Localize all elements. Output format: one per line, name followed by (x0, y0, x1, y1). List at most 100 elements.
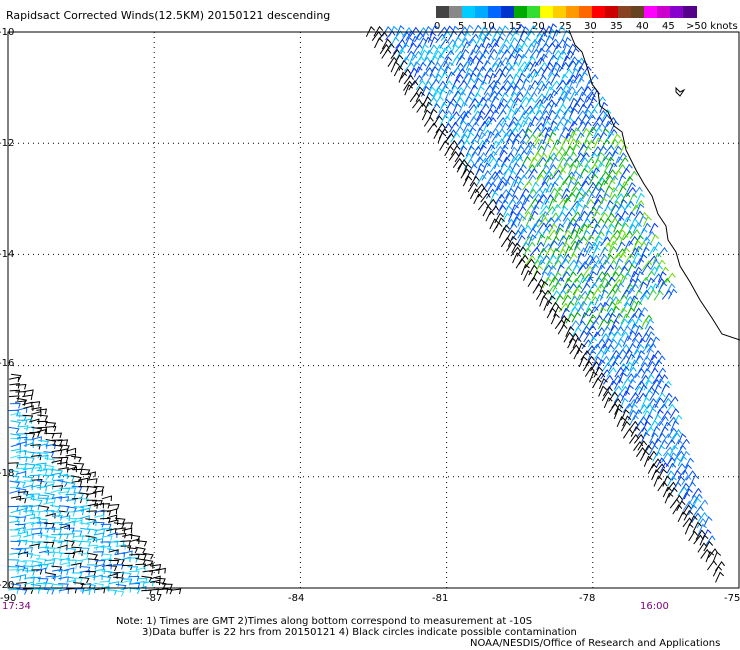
wind-barb (601, 242, 612, 253)
wind-barb (544, 194, 555, 205)
wind-barb (535, 116, 546, 127)
wind-barb (23, 480, 35, 487)
wind-barb (78, 553, 89, 559)
wind-barb (532, 283, 543, 294)
wind-barb (556, 103, 567, 114)
colorbar-swatch (579, 6, 593, 18)
wind-barb (505, 65, 515, 77)
wind-barb (692, 497, 702, 509)
wind-barb (539, 109, 550, 120)
wind-barb (692, 521, 702, 533)
wind-barb (23, 425, 35, 432)
wind-barb (36, 582, 47, 589)
wind-barb (121, 527, 133, 534)
wind-barb (86, 520, 97, 527)
wind-barb (80, 589, 91, 596)
wind-barb (559, 73, 569, 86)
wind-barb (438, 102, 448, 114)
wind-barb (17, 491, 29, 497)
wind-barb (79, 535, 91, 541)
wind-barb (93, 545, 105, 551)
wind-barb (635, 446, 646, 458)
wind-barb (548, 89, 558, 101)
wind-barb (626, 263, 636, 276)
wind-barb (559, 126, 570, 138)
wind-barb (59, 515, 71, 521)
wind-barb (644, 318, 655, 330)
wind-barb (561, 254, 572, 265)
wind-barb (614, 378, 624, 390)
wind-barb (499, 65, 510, 77)
wind-barb (9, 520, 20, 527)
wind-barb (587, 314, 597, 325)
wind-barb (497, 176, 507, 188)
wind-barb (59, 557, 70, 564)
wind-barb (571, 116, 582, 127)
wind-barb (71, 485, 83, 493)
wind-barb (10, 454, 21, 461)
wind-barb (584, 157, 595, 168)
wind-barb (609, 186, 618, 199)
wind-barb (465, 91, 475, 102)
wind-barb (608, 175, 619, 186)
wind-barb (120, 545, 132, 551)
wind-barb (564, 50, 575, 62)
wind-barb (566, 43, 577, 55)
wind-barb (509, 48, 519, 60)
wind-barb (100, 575, 112, 583)
wind-barb (428, 108, 438, 120)
wind-barb (17, 530, 29, 537)
wind-barb (36, 469, 48, 475)
wind-barb (80, 583, 92, 589)
wind-barb (432, 86, 443, 98)
wind-barb (493, 68, 504, 79)
wind-barb (136, 540, 148, 547)
wind-barb (562, 108, 572, 120)
wind-barb (491, 79, 501, 91)
wind-barb (563, 116, 574, 128)
wind-barb (691, 512, 702, 523)
wind-barb (29, 401, 41, 407)
wind-barb (591, 223, 601, 235)
wind-barb (415, 79, 426, 91)
credit-line: NOAA/NESDIS/Office of Research and Appli… (470, 638, 721, 649)
map-title: Rapidsact Corrected Winds(12.5KM) 201501… (6, 9, 331, 22)
wind-barb (395, 25, 405, 37)
wind-barb (569, 170, 580, 182)
wind-barb (155, 581, 167, 589)
wind-barb (510, 203, 519, 216)
wind-barb (450, 144, 461, 156)
wind-barb (542, 143, 552, 155)
wind-barb (601, 325, 611, 337)
wind-barb (589, 186, 600, 197)
wind-barb (500, 115, 511, 126)
wind-barb (542, 235, 552, 247)
wind-barb (454, 152, 465, 163)
wind-barb (596, 264, 606, 276)
wind-barb (483, 108, 494, 119)
wind-barb (16, 588, 28, 595)
wind-barb (508, 101, 518, 113)
wind-barb (652, 451, 662, 462)
wind-barb (545, 173, 555, 185)
wind-barb (155, 567, 166, 574)
wind-barb (621, 216, 632, 228)
wind-barb (487, 90, 498, 101)
wind-barb (625, 307, 635, 318)
wind-barb (589, 263, 599, 275)
wind-barb (454, 86, 465, 98)
wind-barb (569, 319, 580, 331)
lat-tick-label: -16 (0, 358, 14, 369)
wind-barb (572, 59, 583, 71)
wind-barb (426, 73, 436, 84)
wind-barb (593, 137, 603, 149)
wind-barb (71, 455, 82, 463)
wind-barb (592, 314, 603, 325)
wind-barb (622, 335, 632, 347)
wind-barb (509, 179, 519, 191)
wind-barb (629, 229, 641, 239)
wind-barb (610, 305, 620, 317)
wind-barb (127, 566, 139, 572)
wind-barb (400, 68, 412, 79)
wind-barb (647, 463, 658, 474)
